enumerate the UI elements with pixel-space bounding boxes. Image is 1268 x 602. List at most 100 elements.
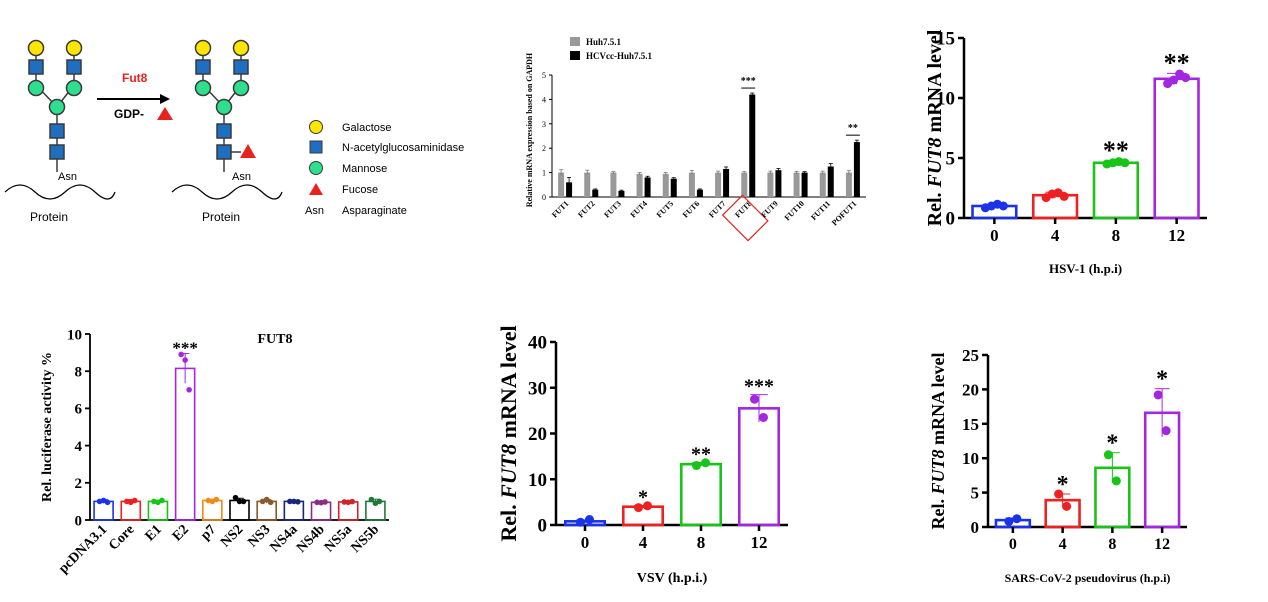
y-tick-label: 5 [542,71,546,80]
bar-FUT11-0 [819,172,826,197]
bar-4 [1031,193,1079,220]
data-point [131,497,138,504]
protein-wave-left [4,184,116,200]
y-tick-label: 30 [528,378,547,399]
x-tick-label: FUT1 [550,199,571,220]
significance-label: * [638,487,648,509]
y-tick-label: 40 [528,333,547,354]
gdp-label: GDP- [114,107,144,121]
y-tick-label: 20 [528,424,547,445]
bar-FUT6-0 [688,172,695,197]
data-point [1012,514,1022,524]
y-axis-title: Rel. FUT8 mRNA level [496,325,521,541]
bar-FUT7-0 [715,172,722,197]
bar-FUT5-0 [662,173,669,197]
data-point [1111,476,1121,486]
y-axis-title-pre: Rel. [924,187,946,226]
glycan-diagram: Asn Protein Fut8 GDP- Asn Protein [4,39,464,224]
y-tick-label: 15 [936,29,955,50]
bar-FUT3-1 [618,190,625,197]
chart-vsv: 0 10 20 30 40 0 4 * 8 ** 12 *** Rel. FUT8 mRNA level… [496,325,788,586]
data-point [349,498,356,505]
bar-8 [1092,161,1140,220]
y-tick-label: 2 [542,144,546,153]
x-tick-label: FUT6 [681,199,702,220]
fucose-icon [309,183,323,195]
data-point [1153,390,1163,400]
data-point [750,394,759,404]
y-tick-label: 3 [542,120,546,129]
x-axis-title: HSV-1 (h.p.i) [1049,261,1122,276]
x-tick-label: Core [106,522,137,553]
protein-label-left: Protein [30,210,68,224]
y-tick-label: 1 [542,169,546,178]
x-tick-label: 12 [751,533,768,552]
y-tick-label: 10 [528,470,547,491]
data-point [1004,516,1014,526]
bar-12 [1153,77,1200,220]
galactose-icon [309,120,323,134]
bar-FUT6-1 [696,189,703,197]
bar-POFUT1-1 [853,142,860,197]
enzyme-label: Fut8 [122,71,148,85]
y-tick-label: 10 [67,327,82,343]
bar-FUT9-1 [775,170,782,197]
legend-mannose: Mannose [342,163,387,175]
legend-swatch-huh751 [570,37,580,46]
data-point [1054,489,1064,499]
bar-pcDNA3.1 [93,500,114,521]
bar-8 [679,462,723,527]
data-point [701,458,710,468]
data-point [759,412,768,422]
significance-label: *** [741,76,756,87]
y-axis-title-gene: FUT8 [496,444,521,500]
glycan-legend: Galactose N-acetylglucosaminidase Mannos… [305,120,464,217]
bar-FUT4-0 [636,173,643,197]
y-axis-title-gene: FUT8 [924,137,946,188]
x-tick-label: 8 [1108,536,1116,553]
data-point [287,498,293,505]
x-tick-label: 0 [990,226,999,245]
data-point [1161,426,1171,436]
y-tick-label: 0 [542,193,546,202]
x-tick-label: NS5b [349,522,383,556]
y-tick-label: 25 [962,346,979,365]
legend-swatch-hcvcc [570,51,580,60]
x-tick-label: FUT2 [576,199,597,220]
data-point [368,496,375,503]
x-tick-label: NS4b [294,522,328,556]
chart-sars-cov-2: 0 5 10 15 20 25 0 4 * 8 * 12 * Rel. FUT8 mRNA level SA… [928,346,1187,585]
y-tick-label: 0 [75,513,83,529]
y-axis-title-pre: Rel. [928,494,948,529]
bar-FUT2-1 [592,189,599,197]
bar-FUT3-0 [610,172,617,197]
asn-label-right: Asn [232,171,251,183]
data-point [643,501,652,511]
x-tick-label: POFUT1 [830,199,858,227]
data-point [322,499,328,505]
data-point [1181,73,1191,83]
y-axis-title-post: mRNA level [496,325,521,444]
data-point [263,496,270,503]
significance-label: ** [1164,48,1190,77]
x-tick-label: 4 [1059,536,1067,553]
bar-POFUT1-0 [845,172,852,197]
y-axis-title-post: mRNA level [928,353,948,450]
y-axis-title-pre: Rel. [496,499,521,542]
significance-label: ** [1103,136,1129,165]
data-point [1120,158,1130,168]
y-tick-label: 10 [962,449,979,468]
data-point [213,496,220,503]
y-tick-label: 0 [538,516,548,537]
x-tick-label: FUT5 [655,199,676,220]
significance-label: * [1106,431,1118,457]
y-tick-label: 4 [542,95,546,104]
protein-wave-right [171,184,283,200]
x-tick-label: p7 [198,522,219,543]
x-tick-label: 0 [581,533,590,552]
y-axis-title: Rel. FUT8 mRNA level [928,353,948,530]
data-point [159,497,165,504]
legend-fucose: Fucose [342,184,378,196]
x-tick-label: FUT10 [783,199,806,222]
